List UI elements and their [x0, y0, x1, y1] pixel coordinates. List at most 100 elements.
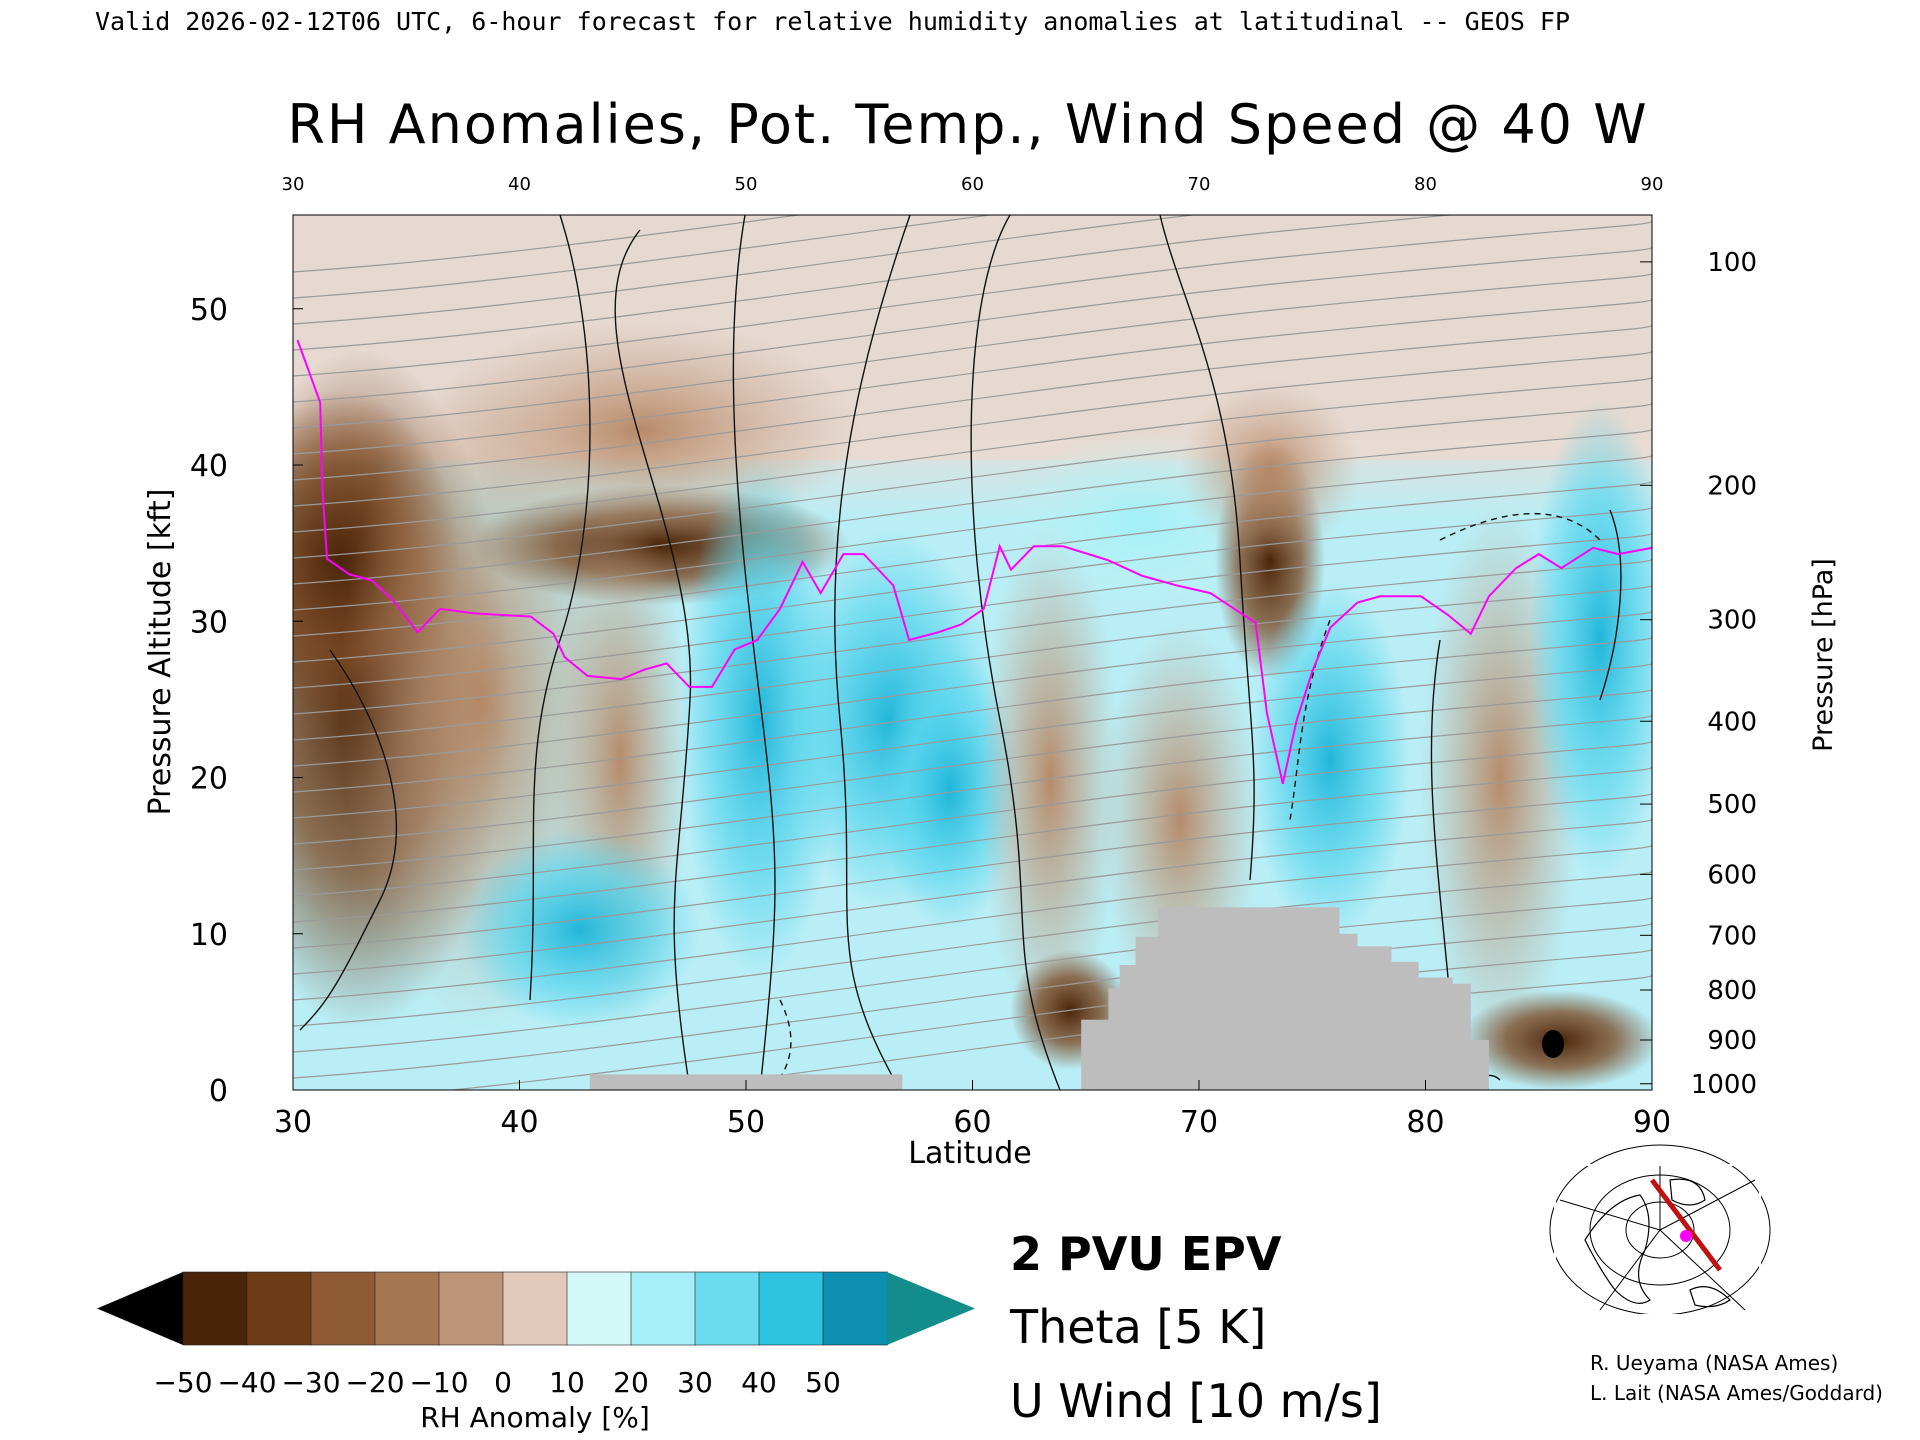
chart-title: RH Anomalies, Pot. Temp., Wind Speed @ 4…	[287, 93, 1648, 156]
theta-contour	[293, 870, 1652, 1027]
colorbar-tick-label: −40	[217, 1366, 276, 1399]
u-wind-contour	[614, 229, 692, 1090]
theta-contour	[293, 246, 1652, 403]
u-wind-contour	[732, 215, 776, 1090]
valid-time-header: Valid 2026-02-12T06 UTC, 6-hour forecast…	[95, 7, 1570, 36]
u-wind-contour-negative	[1289, 619, 1331, 821]
credit-line-1: R. Ueyama (NASA Ames)	[1590, 1351, 1838, 1375]
tan-patch-east-upper	[1180, 380, 1360, 560]
theta-contour	[293, 350, 1652, 507]
colorbar-tick-label: 20	[613, 1366, 649, 1399]
legend-pv: 2 PVU EPV	[1010, 1227, 1282, 1281]
theta-contour	[293, 792, 1652, 949]
saturated-dot	[1542, 1030, 1564, 1058]
theta-contour	[293, 740, 1652, 897]
u-wind-contour	[1159, 215, 1255, 881]
theta-contour	[293, 402, 1652, 559]
top-x-tick-label: 70	[1188, 174, 1211, 195]
legend-theta: Theta [5 K]	[1009, 1300, 1266, 1354]
colorbar-swatch	[246, 1271, 312, 1346]
top-latitude-ticks: 30 40 50 60 70 80 90	[282, 174, 1664, 195]
y-tick-label: 30	[190, 605, 228, 640]
moist-patch-far-east	[1530, 400, 1652, 880]
rh-anomaly-field	[293, 215, 1652, 1090]
colorbar-under-arrow	[97, 1272, 183, 1345]
theta-contour	[293, 376, 1652, 533]
top-x-tick-label: 50	[735, 174, 758, 195]
terrain-mask	[1081, 907, 1489, 1090]
x-tick-label: 90	[1633, 1105, 1671, 1140]
y-tick-label: 10	[190, 918, 228, 953]
u-wind-contour	[970, 215, 1061, 1090]
pressure-tick-label: 300	[1707, 606, 1757, 636]
legend-wind: U Wind [10 m/s]	[1010, 1374, 1382, 1428]
altitude-axis: 0 10 20 30 40 50	[190, 293, 303, 1109]
theta-contour	[293, 272, 1652, 429]
x-tick-label: 70	[1180, 1105, 1218, 1140]
theta-contour	[293, 454, 1652, 611]
inset-marker	[1680, 1230, 1692, 1242]
theta-contour	[293, 298, 1652, 455]
colorbar-tick-label: −50	[153, 1366, 212, 1399]
pressure-tick-label: 200	[1707, 471, 1757, 501]
top-x-tick-label: 30	[282, 174, 305, 195]
u-wind-contour	[299, 649, 398, 1031]
credit-line-2: L. Lait (NASA Ames/Goddard)	[1590, 1381, 1883, 1405]
theta-contour	[293, 636, 1652, 793]
theta-contour	[293, 532, 1652, 689]
x-tick-label: 60	[953, 1105, 991, 1140]
colorbar-swatch	[374, 1271, 440, 1346]
x-tick-label: 30	[274, 1105, 312, 1140]
colorbar-swatches	[97, 1271, 975, 1346]
theta-contour	[293, 215, 994, 299]
y-tick-label: 40	[190, 449, 228, 484]
top-x-tick-label: 60	[961, 174, 984, 195]
top-x-tick-label: 90	[1641, 174, 1664, 195]
colorbar-swatch	[630, 1271, 696, 1346]
x-tick-label: 50	[727, 1105, 765, 1140]
colorbar-over-arrow	[887, 1272, 975, 1345]
colorbar-swatch	[182, 1271, 248, 1346]
moist-patch-east	[1250, 580, 1410, 940]
colorbar-tick-label: 30	[677, 1366, 713, 1399]
colorbar-tick-label: −20	[345, 1366, 404, 1399]
theta-contour	[293, 688, 1652, 845]
theta-contour	[293, 818, 1652, 975]
y-tick-label: 0	[209, 1074, 228, 1109]
colorbar-tick-label: 10	[549, 1366, 585, 1399]
colorbar-ticks: −50 −40 −30 −20 −10 0 10 20 30 40 50	[153, 1366, 840, 1399]
y-tick-label: 50	[190, 293, 228, 328]
colorbar-tick-label: 40	[741, 1366, 777, 1399]
colorbar-tick-label: −30	[281, 1366, 340, 1399]
top-x-tick-label: 80	[1414, 174, 1437, 195]
theta-contour	[293, 215, 803, 273]
pressure-axis: 100 200 300 400 500 600 700 800 900 1000	[1640, 248, 1757, 1100]
inset-cross-section-line	[1650, 1178, 1722, 1272]
y-axis-label-right: Pressure [hPa]	[1808, 558, 1839, 752]
y-axis-label-left: Pressure Altitude [kft]	[143, 489, 178, 816]
theta-contour	[293, 215, 1198, 325]
inset-map-border	[1554, 1164, 1761, 1316]
theta-contour	[293, 428, 1652, 585]
theta-contour	[293, 215, 1456, 351]
inset-map-coastline	[1584, 1178, 1731, 1308]
pressure-tick-label: 600	[1707, 860, 1757, 890]
colorbar-tick-label: 0	[494, 1366, 512, 1399]
x-axis-label: Latitude	[908, 1136, 1031, 1171]
colorbar-swatch	[310, 1271, 376, 1346]
colorbar-swatch	[438, 1271, 504, 1346]
latitude-axis: 30 40 50 60 70 80 90	[274, 1080, 1671, 1140]
colorbar-tick-label: 50	[805, 1366, 841, 1399]
theta-contour	[293, 220, 1652, 377]
pressure-tick-label: 500	[1707, 790, 1757, 820]
colorbar-swatch	[758, 1271, 824, 1346]
pressure-tick-label: 700	[1707, 921, 1757, 951]
colorbar: −50 −40 −30 −20 −10 0 10 20 30 40 50 RH Anomaly [%…	[97, 1271, 975, 1434]
legend: 2 PVU EPV Theta [5 K] U Wind [10 m/s]	[1009, 1227, 1382, 1428]
u-wind-contour	[1599, 509, 1622, 701]
theta-contour	[293, 584, 1652, 741]
pressure-tick-label: 400	[1707, 707, 1757, 737]
colorbar-swatch	[566, 1271, 632, 1346]
